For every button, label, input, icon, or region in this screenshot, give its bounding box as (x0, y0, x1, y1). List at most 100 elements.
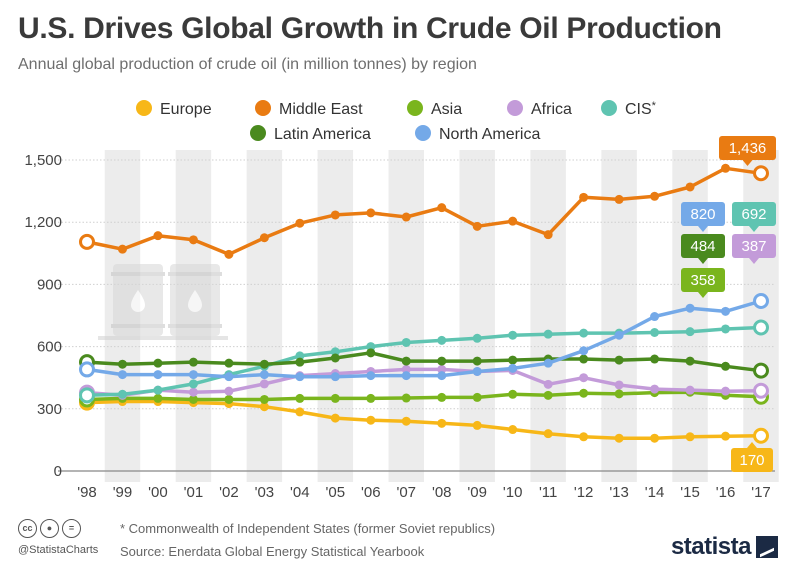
data-point (721, 431, 731, 441)
data-point (117, 244, 127, 254)
data-point (753, 427, 769, 444)
legend-swatch (601, 100, 617, 116)
data-point (650, 191, 660, 201)
statista-logo[interactable]: statista (671, 533, 778, 561)
data-point (685, 327, 695, 337)
data-point (295, 351, 305, 361)
chart-title: U.S. Drives Global Growth in Crude Oil P… (18, 12, 722, 45)
data-point (366, 393, 376, 403)
data-point (437, 371, 447, 381)
label-pointer (698, 258, 708, 264)
column-band (246, 150, 283, 482)
label-box (732, 202, 776, 226)
data-point (508, 355, 518, 365)
data-point (721, 324, 731, 334)
data-point (508, 216, 518, 226)
data-point (472, 420, 482, 430)
legend-item: Latin America (250, 125, 371, 143)
legend-label: Africa (531, 101, 572, 118)
legend-item: Africa (507, 100, 572, 118)
data-point (579, 388, 589, 398)
end-label-cis: 692 (732, 202, 776, 232)
legend-label: Latin America (274, 126, 371, 143)
x-tick-label: '06 (361, 484, 381, 501)
data-point (153, 358, 163, 368)
data-point (472, 392, 482, 402)
data-point (721, 361, 731, 371)
data-point (330, 210, 340, 220)
legend-item: North America (415, 125, 540, 143)
data-point (614, 194, 624, 204)
data-point (259, 370, 269, 380)
data-point (330, 347, 340, 357)
data-point (259, 379, 269, 389)
data-point (224, 386, 234, 396)
data-point (721, 306, 731, 316)
data-point (437, 392, 447, 402)
series-line (86, 166, 762, 257)
data-point (188, 379, 198, 389)
column-band (672, 150, 708, 482)
data-point (508, 363, 518, 373)
data-point (579, 432, 589, 442)
y-axis: 0 300 600 900 1,200 1,500 (24, 152, 62, 480)
series-latin-america (79, 348, 769, 379)
data-point (401, 364, 411, 374)
data-point (366, 208, 376, 218)
series-north-america (79, 292, 769, 382)
column-band (388, 150, 424, 482)
footnote: * Commonwealth of Independent States (fo… (120, 521, 496, 536)
barrel-icon (111, 264, 165, 336)
data-point (295, 357, 305, 367)
attribution-icon: ● (40, 519, 59, 538)
data-point (614, 433, 624, 443)
x-tick-label: '14 (645, 484, 665, 501)
label-pointer (698, 292, 708, 298)
x-tick-label: '01 (184, 484, 204, 501)
data-label: 692 (741, 206, 766, 223)
data-point (295, 407, 305, 417)
x-tick-label: '98 (77, 484, 97, 501)
column-band (317, 150, 354, 482)
data-point (366, 371, 376, 381)
data-point (721, 163, 731, 173)
data-point (117, 389, 127, 399)
label-box (681, 234, 725, 258)
data-point (543, 358, 553, 368)
label-box (681, 202, 725, 226)
data-point (579, 354, 589, 364)
data-point (401, 212, 411, 222)
legend-swatch (136, 100, 152, 116)
data-label: 1,436 (729, 140, 767, 157)
x-tick-label: '15 (680, 484, 700, 501)
data-point (650, 384, 660, 394)
data-point (224, 358, 234, 368)
x-tick-label: '13 (609, 484, 629, 501)
legend-item: Middle East (255, 100, 363, 118)
data-point (437, 364, 447, 374)
end-label-asia: 358 (681, 268, 725, 298)
data-point (753, 319, 769, 336)
data-point (224, 394, 234, 404)
y-tick-label: 1,200 (24, 214, 62, 231)
legend-item: Europe (136, 100, 212, 118)
data-point (543, 379, 553, 389)
data-point (543, 329, 553, 339)
data-point (401, 337, 411, 347)
legend-label: Europe (160, 101, 212, 118)
alternating-column-bands (104, 150, 779, 482)
data-point (366, 415, 376, 425)
data-point (543, 230, 553, 240)
label-box (732, 234, 776, 258)
data-point (401, 371, 411, 381)
legend-label: CIS* (625, 100, 657, 118)
data-point (188, 357, 198, 367)
source-text: Source: Enerdata Global Energy Statistic… (120, 544, 425, 559)
data-point (685, 432, 695, 442)
end-label-middle-east: 1,436 (719, 136, 776, 166)
label-pointer (698, 226, 708, 232)
data-point (685, 182, 695, 192)
label-box (719, 136, 776, 160)
series-middle-east (79, 163, 769, 259)
